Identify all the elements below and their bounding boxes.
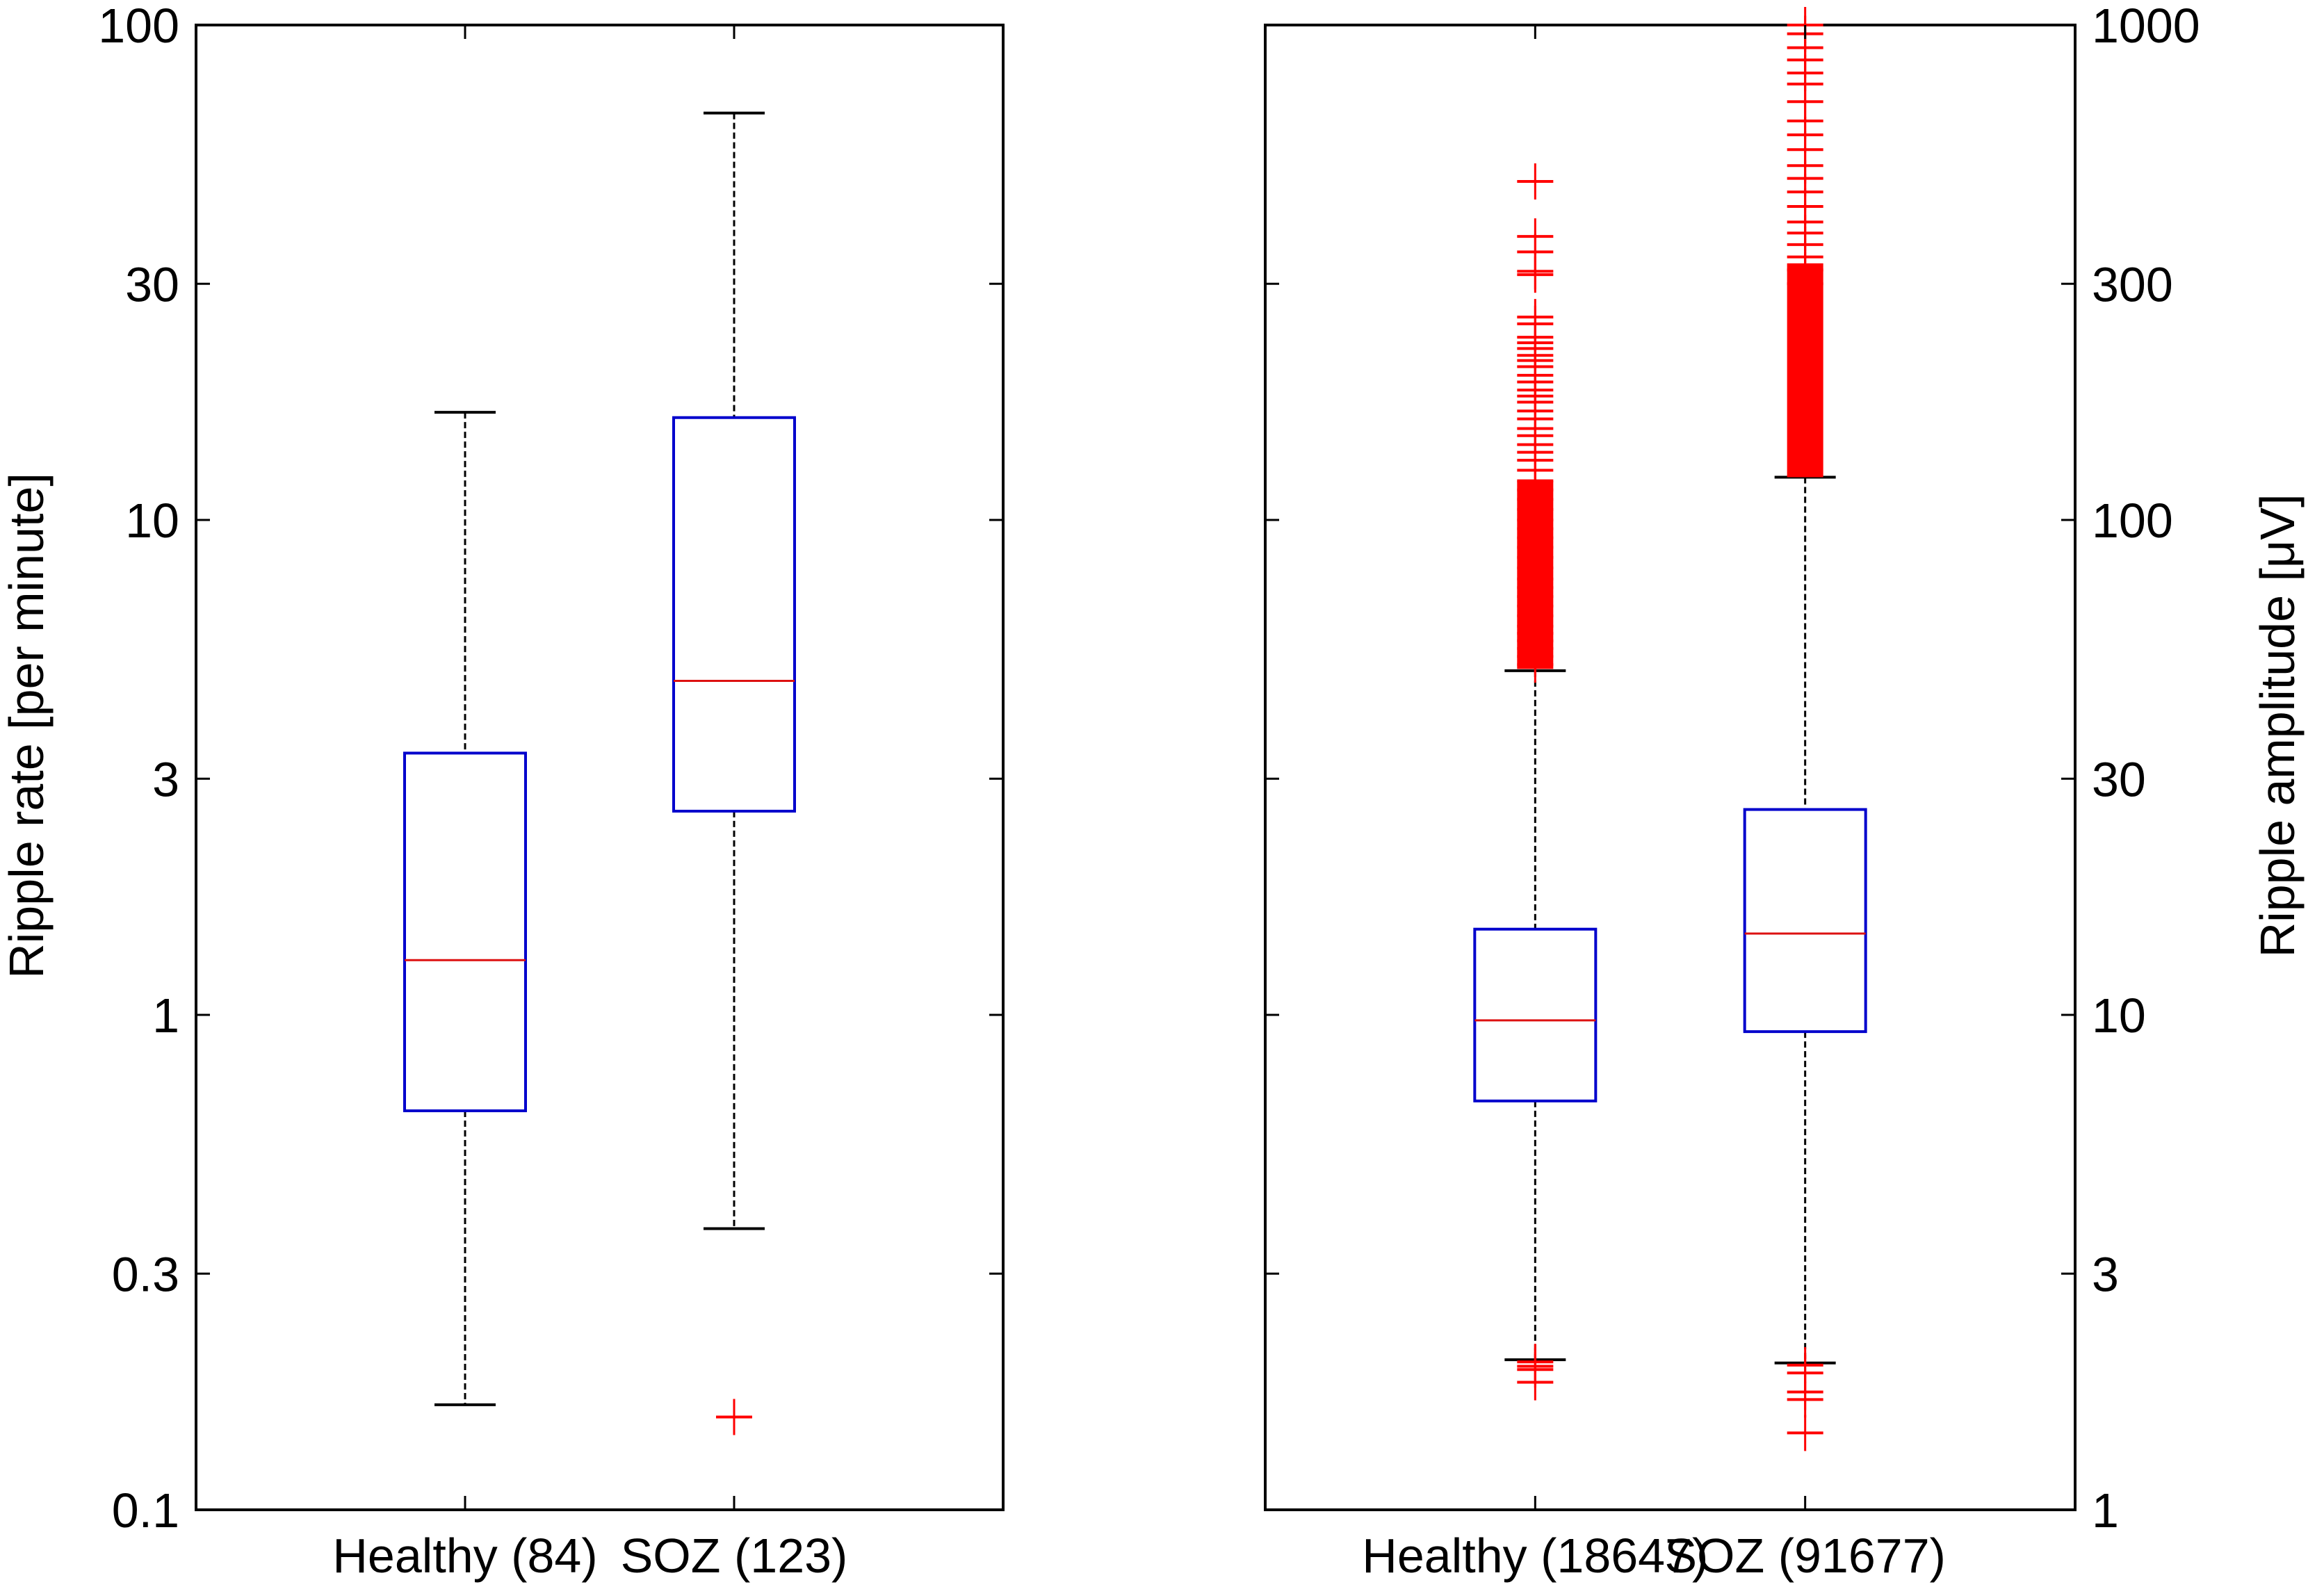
- y-axis-title: Ripple rate [per minute]: [0, 473, 54, 979]
- x-category-label: SOZ (91677): [1664, 1529, 1946, 1583]
- left-panel: 0.1 0.3 1 3 10 30 100 Ripple rate [per minute] H…: [0, 0, 1005, 1583]
- box-group: [1473, 163, 1598, 1401]
- iqr-box: [403, 751, 527, 1112]
- y-tick-label: 0.1: [112, 1483, 179, 1538]
- y-tick-label: 3: [152, 752, 179, 806]
- outlier-marker: [1517, 256, 1554, 293]
- y-tick-label: 300: [2092, 257, 2173, 311]
- outlier-marker: [1517, 1344, 1554, 1381]
- iqr-box: [672, 416, 796, 813]
- box-group: [1743, 7, 1867, 1451]
- x-category-label: SOZ (123): [621, 1529, 848, 1583]
- y-tick-label: 100: [2092, 494, 2173, 548]
- y-tick-label: 10: [125, 494, 179, 548]
- right-panel: 1 3 10 30 100 300 1000 Ripple amplitude [μV] Hea…: [1264, 0, 2305, 1583]
- y-tick-label: 1: [2092, 1483, 2119, 1538]
- axes-frame: [195, 24, 1005, 1511]
- y-tick-label: 0.3: [112, 1247, 179, 1301]
- y-tick-label: 1000: [2092, 0, 2200, 53]
- y-tick-label: 30: [2092, 752, 2146, 806]
- y-tick-label: 30: [125, 257, 179, 311]
- x-category-label: Healthy (18647): [1362, 1529, 1708, 1583]
- outlier-marker: [1517, 646, 1554, 683]
- y-tick-label: 100: [98, 0, 179, 53]
- box-group: [403, 411, 527, 1406]
- y-tick-label: 3: [2092, 1247, 2119, 1301]
- iqr-box: [1473, 927, 1598, 1102]
- y-axis-title: Ripple amplitude [μV]: [2250, 494, 2305, 958]
- iqr-box: [1743, 808, 1867, 1034]
- axes-frame: [1264, 24, 2077, 1511]
- outlier-marker: [1517, 163, 1554, 200]
- outlier-marker: [716, 1399, 752, 1435]
- outlier-marker: [1787, 1381, 1823, 1418]
- outlier-marker: [1787, 1415, 1823, 1451]
- x-category-label: Healthy (84): [332, 1529, 597, 1583]
- y-tick-label: 10: [2092, 988, 2146, 1043]
- box-group: [672, 111, 796, 1435]
- outlier-marker: [1787, 266, 1823, 302]
- y-tick-label: 1: [152, 988, 179, 1043]
